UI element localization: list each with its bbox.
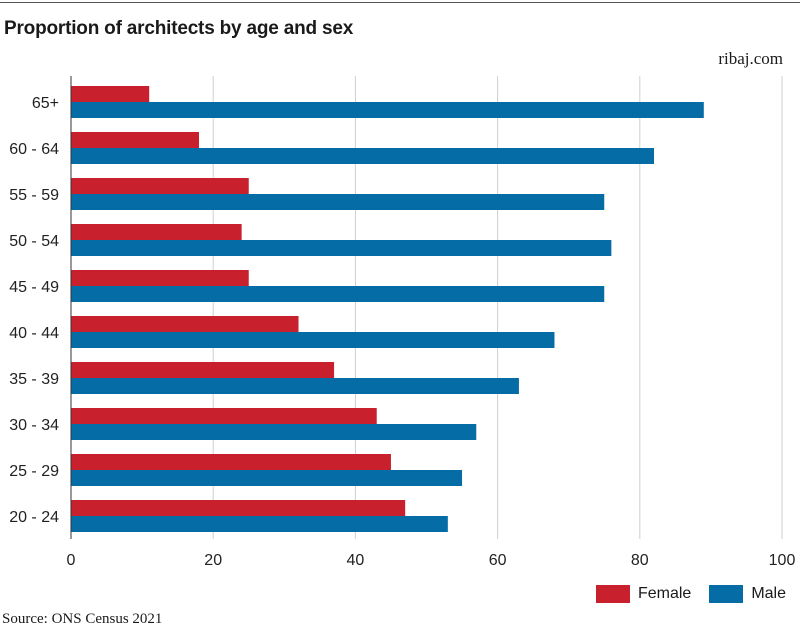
bar-female — [71, 270, 249, 286]
bar-male — [71, 102, 704, 118]
bar-male — [71, 240, 612, 256]
category-label: 45 - 49 — [9, 279, 59, 296]
x-tick-label: 80 — [631, 552, 649, 569]
legend-swatch-female — [595, 585, 630, 603]
brand-label: ribaj.com — [718, 49, 783, 68]
category-label: 60 - 64 — [9, 141, 59, 158]
legend-swatch-male — [709, 585, 744, 603]
bars-group — [71, 86, 704, 532]
legend-label-male: Male — [751, 585, 786, 602]
category-label: 50 - 54 — [9, 233, 59, 250]
bar-female — [71, 408, 377, 424]
bar-female — [71, 316, 299, 332]
bar-male — [71, 516, 448, 532]
legend-item-female: Female — [595, 585, 692, 603]
category-labels: 65+ 60 - 64 55 - 59 50 - 54 45 - 49 40 - 44 35… — [9, 95, 59, 526]
bar-female — [71, 132, 199, 148]
source-note: Source: ONS Census 2021 — [2, 611, 163, 627]
top-rule — [0, 2, 800, 3]
bar-female — [71, 454, 391, 470]
bar-male — [71, 332, 555, 348]
bar-male — [71, 286, 605, 302]
bar-female — [71, 224, 242, 240]
bar-male — [71, 378, 519, 394]
legend: Female Male — [578, 585, 786, 603]
bar-male — [71, 424, 477, 440]
bar-female — [71, 86, 150, 102]
category-label: 40 - 44 — [9, 325, 59, 342]
x-tick-labels: 0 20 40 60 80 100 — [67, 552, 796, 569]
bar-male — [71, 470, 463, 486]
category-label: 30 - 34 — [9, 417, 59, 434]
x-tick-label: 100 — [769, 552, 796, 569]
bar-female — [71, 500, 406, 516]
category-label: 35 - 39 — [9, 371, 59, 388]
bar-female — [71, 362, 335, 378]
bar-female — [71, 178, 249, 194]
category-label: 20 - 24 — [9, 509, 59, 526]
bar-male — [71, 194, 605, 210]
x-tick-label: 20 — [204, 552, 222, 569]
legend-label-female: Female — [637, 585, 692, 602]
category-label: 55 - 59 — [9, 187, 59, 204]
legend-item-male: Male — [709, 585, 786, 603]
bar-male — [71, 148, 655, 164]
category-label: 25 - 29 — [9, 463, 59, 480]
x-tick-label: 0 — [67, 552, 76, 569]
x-tick-label: 60 — [489, 552, 507, 569]
x-tick-label: 40 — [347, 552, 365, 569]
chart-title: Proportion of architects by age and sex — [4, 18, 354, 39]
category-label: 65+ — [32, 95, 59, 112]
